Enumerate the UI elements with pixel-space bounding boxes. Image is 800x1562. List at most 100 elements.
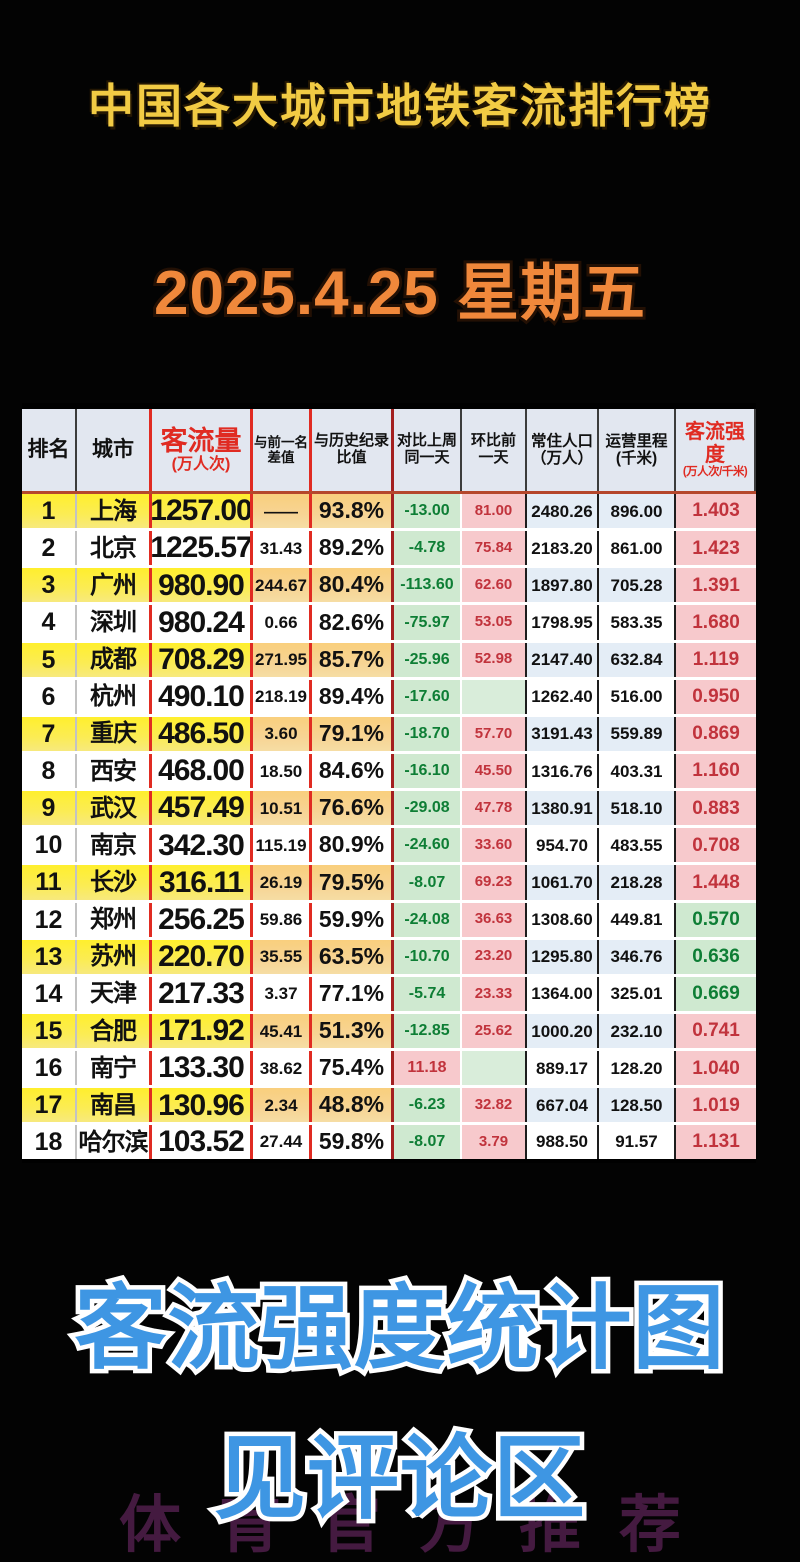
header-label-line2: (万人次/千米) [682,465,748,478]
intensity-cell: 1.680 [676,605,756,640]
passenger-volume-cell: 980.90 [152,568,253,603]
week-over-week-cell: -13.00 [394,494,462,529]
week-over-week-cell: -113.60 [394,568,462,603]
population-cell: 1262.40 [527,679,599,714]
intensity-cell: 1.423 [676,531,756,566]
intensity-cell: 1.403 [676,494,756,529]
population-cell: 889.17 [527,1051,599,1086]
mileage-cell: 483.55 [599,828,676,863]
record-ratio-cell: 59.9% [312,902,394,937]
record-ratio-cell: 84.6% [312,753,394,789]
column-header-week-over-week: 对比上周 同一天 [394,409,462,491]
column-header-gap-to-previous: 与前一名 差值 [253,409,312,491]
header-label-line1: 与历史纪录 [313,432,389,450]
gap-to-previous-cell: 10.51 [253,791,312,826]
intensity-cell: 1.040 [676,1051,756,1086]
day-over-day-cell: 62.60 [462,568,527,603]
city-cell: 广州 [77,568,152,603]
week-over-week-cell: -18.70 [394,716,462,751]
header-label-line2: 比值 [336,449,367,466]
rank-cell: 4 [22,605,77,640]
record-ratio-cell: 63.5% [312,939,394,974]
city-cell: 成都 [77,642,152,677]
passenger-volume-cell: 457.49 [152,791,253,826]
watermark-text: 体育官方推荐 [118,1488,720,1561]
column-header-population: 常住人口 （万人） [527,409,599,491]
city-cell: 郑州 [77,902,152,937]
passenger-volume-cell: 1225.57 [152,531,253,566]
week-over-week-cell: -6.23 [394,1088,462,1123]
rank-cell: 1 [22,494,77,529]
intensity-cell: 0.669 [676,976,756,1011]
day-over-day-cell [462,1051,527,1086]
population-cell: 1364.00 [527,976,599,1011]
week-over-week-cell: 11.18 [394,1051,462,1086]
gap-to-previous-cell: 18.50 [253,753,312,789]
table-row: 6 杭州 490.10 218.19 89.4% -17.60 1262.40 516.00 0… [22,679,756,717]
day-over-day-cell: 69.23 [462,865,527,900]
record-ratio-cell: 80.9% [312,828,394,863]
header-label-line1: 与前一名 [254,434,308,450]
day-over-day-cell: 36.63 [462,902,527,937]
mileage-cell: 403.31 [599,753,676,789]
table-row: 15 合肥 171.92 45.41 51.3% -12.85 25.62 1000.20 23… [22,1013,756,1052]
week-over-week-cell: -29.08 [394,791,462,826]
week-over-week-cell: -24.60 [394,828,462,863]
gap-to-previous-cell: 59.86 [253,902,312,937]
rank-cell: 3 [22,568,77,603]
mileage-cell: 516.00 [599,679,676,714]
table-row: 4 深圳 980.24 0.66 82.6% -75.97 53.05 1798.95 583.… [22,605,756,643]
mileage-cell: 518.10 [599,791,676,826]
passenger-volume-cell: 103.52 [152,1125,253,1159]
intensity-cell: 1.131 [676,1125,756,1159]
rank-cell: 14 [22,976,77,1011]
population-cell: 3191.43 [527,716,599,751]
record-ratio-cell: 76.6% [312,791,394,826]
day-over-day-cell: 81.00 [462,494,527,529]
intensity-cell: 1.160 [676,753,756,789]
week-over-week-cell: -75.97 [394,605,462,640]
day-over-day-cell: 57.70 [462,716,527,751]
city-cell: 深圳 [77,605,152,640]
passenger-volume-cell: 490.10 [152,679,253,714]
day-over-day-cell: 45.50 [462,753,527,789]
column-header-intensity: 客流强度 (万人次/千米) [676,409,756,491]
passenger-volume-cell: 980.24 [152,605,253,640]
table-row: 10 南京 342.30 115.19 80.9% -24.60 33.60 954.70 48… [22,828,756,866]
intensity-cell: 0.950 [676,679,756,714]
rank-cell: 12 [22,902,77,937]
day-over-day-cell: 33.60 [462,828,527,863]
intensity-cell: 1.119 [676,642,756,677]
week-over-week-cell: -25.96 [394,642,462,677]
day-over-day-cell: 23.20 [462,939,527,974]
mileage-cell: 861.00 [599,531,676,566]
rank-cell: 11 [22,865,77,900]
rank-cell: 6 [22,679,77,714]
passenger-volume-cell: 316.11 [152,865,253,900]
gap-to-previous-cell: 2.34 [253,1088,312,1123]
day-over-day-cell: 25.62 [462,1013,527,1049]
table-row: 16 南宁 133.30 38.62 75.4% 11.18 889.17 128.20 1.0… [22,1051,756,1089]
rank-cell: 7 [22,716,77,751]
gap-to-previous-cell: 27.44 [253,1125,312,1159]
record-ratio-cell: 93.8% [312,494,394,529]
record-ratio-cell: 89.4% [312,679,394,714]
table-row: 14 天津 217.33 3.37 77.1% -5.74 23.33 1364.00 325.… [22,976,756,1014]
record-ratio-cell: 79.5% [312,865,394,900]
city-cell: 合肥 [77,1013,152,1049]
table-row: 13 苏州 220.70 35.55 63.5% -10.70 23.20 1295.80 34… [22,939,756,977]
intensity-cell: 0.708 [676,828,756,863]
column-header-record-ratio: 与历史纪录 比值 [312,409,394,491]
passenger-volume-cell: 130.96 [152,1088,253,1123]
rank-cell: 9 [22,791,77,826]
footer-text-line2: 见评论区 [209,1424,589,1535]
day-over-day-cell: 53.05 [462,605,527,640]
mileage-cell: 128.20 [599,1051,676,1086]
week-over-week-cell: -8.07 [394,865,462,900]
passenger-volume-cell: 256.25 [152,902,253,937]
city-cell: 南宁 [77,1051,152,1086]
intensity-cell: 0.883 [676,791,756,826]
header-label-line1: 城市 [92,438,134,462]
intensity-cell: 0.570 [676,902,756,937]
record-ratio-cell: 80.4% [312,568,394,603]
